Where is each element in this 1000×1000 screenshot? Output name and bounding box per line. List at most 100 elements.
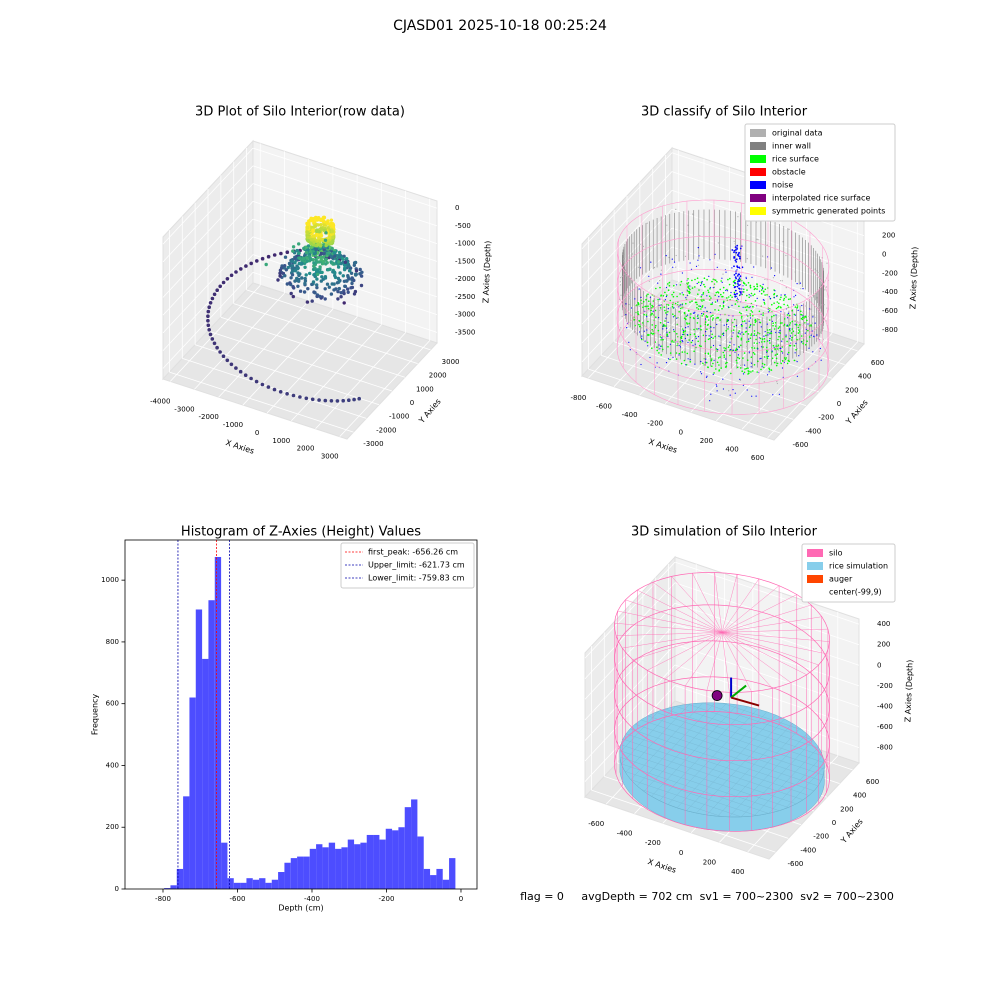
point-cloud-dot — [318, 265, 322, 269]
point-cloud-dot — [298, 289, 303, 293]
point-cloud-dot — [748, 306, 750, 309]
point-cloud-dot — [716, 317, 718, 319]
point-cloud-dot — [331, 270, 335, 274]
point-cloud-dot — [752, 294, 754, 297]
point-cloud-dot — [738, 266, 740, 269]
point-cloud-dot — [664, 320, 666, 322]
point-cloud-dot — [762, 288, 764, 290]
point-cloud-dot — [802, 315, 804, 317]
point-cloud-dot — [706, 375, 708, 377]
point-cloud-dot — [788, 360, 790, 363]
point-cloud-dot — [826, 286, 828, 288]
histogram-bar — [252, 879, 260, 889]
point-cloud-dot — [331, 236, 335, 240]
point-cloud-dot — [312, 261, 316, 265]
histogram-bar — [398, 827, 405, 889]
point-cloud-dot — [689, 333, 692, 336]
point-cloud-dot — [732, 281, 735, 283]
point-cloud-dot — [642, 322, 644, 324]
point-cloud-dot — [779, 298, 781, 301]
point-cloud-dot — [721, 281, 723, 283]
point-cloud-dot — [774, 275, 776, 277]
point-cloud-dot — [794, 271, 796, 273]
point-cloud-dot — [304, 250, 309, 255]
point-cloud-dot — [314, 215, 318, 220]
point-cloud-dot — [768, 367, 770, 370]
point-cloud-dot — [722, 292, 725, 294]
point-cloud-dot — [736, 269, 738, 271]
point-cloud-dot — [296, 266, 300, 270]
point-cloud-dot — [712, 317, 714, 319]
point-cloud-dot — [791, 328, 793, 330]
point-cloud-dot — [623, 258, 625, 260]
point-cloud-dot — [762, 291, 765, 293]
point-cloud-dot — [343, 260, 348, 264]
point-cloud-dot — [350, 281, 354, 286]
silo-spoke — [671, 576, 723, 633]
point-cloud-dot — [769, 333, 771, 335]
point-cloud-dot — [716, 323, 718, 326]
point-cloud-dot — [725, 271, 727, 273]
point-cloud-dot — [794, 306, 797, 308]
point-cloud-dot — [353, 260, 358, 265]
point-cloud-dot — [759, 290, 761, 292]
point-cloud-dot — [786, 324, 788, 326]
point-cloud-dot — [753, 334, 755, 336]
point-cloud-dot — [688, 310, 690, 312]
point-cloud-dot — [787, 351, 790, 354]
point-cloud-dot — [238, 369, 243, 374]
silo-spoke — [721, 594, 797, 633]
grid-line — [674, 602, 860, 666]
point-cloud-dot — [669, 358, 671, 361]
point-cloud-dot — [706, 310, 708, 312]
point-cloud-dot — [804, 332, 806, 334]
legend-box — [801, 543, 896, 603]
point-cloud-dot — [729, 294, 732, 297]
point-cloud-dot — [306, 287, 310, 291]
point-cloud-dot — [313, 224, 318, 228]
grid-line — [639, 313, 832, 379]
point-cloud-dot — [731, 249, 734, 251]
point-cloud-dot — [796, 305, 799, 307]
histogram-bar — [290, 858, 298, 889]
point-cloud-dot — [766, 346, 768, 349]
point-cloud-dot — [266, 385, 271, 389]
point-cloud-dot — [343, 284, 348, 289]
point-cloud-dot — [746, 306, 748, 308]
point-cloud-dot — [672, 291, 675, 294]
point-cloud-dot — [776, 353, 779, 356]
grid-line — [162, 147, 254, 245]
point-cloud-dot — [735, 348, 738, 350]
legend-label: symmetric generated points — [772, 207, 885, 216]
point-cloud-dot — [753, 364, 756, 366]
point-cloud-dot — [660, 273, 662, 275]
point-cloud-dot — [675, 266, 677, 268]
point-cloud-dot — [773, 314, 775, 317]
point-cloud-dot — [311, 280, 316, 284]
point-cloud-dot — [728, 390, 730, 392]
point-cloud-dot — [637, 266, 640, 268]
point-cloud-dot — [740, 324, 743, 326]
point-cloud-dot — [210, 337, 215, 341]
point-cloud-dot — [669, 352, 672, 354]
z-tick-label: -200 — [882, 269, 898, 277]
grid-line — [581, 171, 673, 268]
point-cloud-dot — [801, 316, 804, 319]
point-cloud-dot — [736, 275, 739, 277]
point-cloud-dot — [320, 218, 324, 222]
point-cloud-dot — [768, 296, 771, 298]
grid-line — [584, 561, 676, 659]
point-cloud-dot — [820, 304, 823, 306]
x-tick-label: -2000 — [199, 413, 219, 421]
point-cloud-dot — [782, 241, 784, 243]
point-cloud-dot — [712, 362, 714, 365]
y-tick-label: 600 — [106, 700, 119, 708]
point-cloud-dot — [759, 285, 762, 287]
point-cloud-dot — [767, 311, 770, 313]
point-cloud-dot — [711, 302, 714, 304]
point-cloud-dot — [712, 278, 715, 281]
point-cloud-dot — [738, 332, 740, 334]
point-cloud-dot — [648, 280, 651, 282]
point-cloud-dot — [781, 350, 783, 353]
point-cloud-dot — [625, 314, 627, 316]
